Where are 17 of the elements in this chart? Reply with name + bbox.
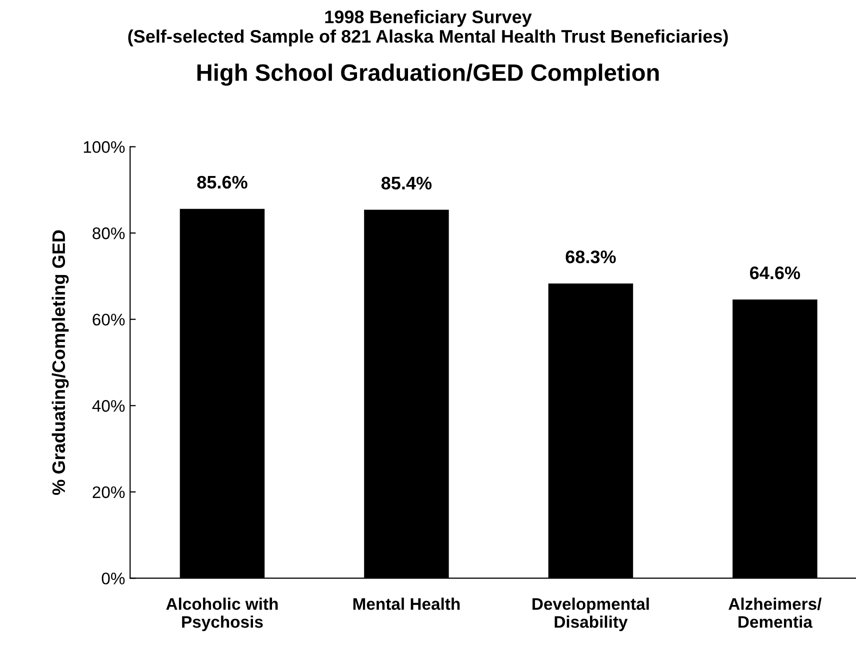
x-tick-label: Developmental Disability — [532, 598, 649, 632]
x-tick-label: Alcoholic with Psychosis — [166, 598, 278, 632]
y-tick-label: 60% — [92, 314, 125, 326]
data-label: 64.6% — [750, 266, 800, 280]
y-tick-label: 20% — [92, 486, 125, 498]
x-tick-label: Mental Health — [353, 598, 460, 610]
data-label: 85.4% — [381, 176, 432, 190]
y-tick-label: 100% — [84, 141, 125, 153]
y-tick-label: 40% — [92, 400, 125, 412]
chart-subtitle: High School Graduation/GED Completion — [197, 64, 659, 86]
chart-title: 1998 Beneficiary Survey (Self-selected Sample of 821 Alaska Mental Health Trust Beneficiaries) — [128, 10, 728, 46]
y-tick-label: 80% — [92, 227, 125, 240]
y-tick-label: 0% — [102, 572, 125, 584]
data-label: 68.3% — [566, 250, 616, 264]
x-tick-label: Alzheimers/ Dementia — [728, 598, 822, 628]
y-axis-title: % Graduating/Completing GED — [52, 230, 69, 495]
data-label: 85.6% — [197, 176, 248, 189]
